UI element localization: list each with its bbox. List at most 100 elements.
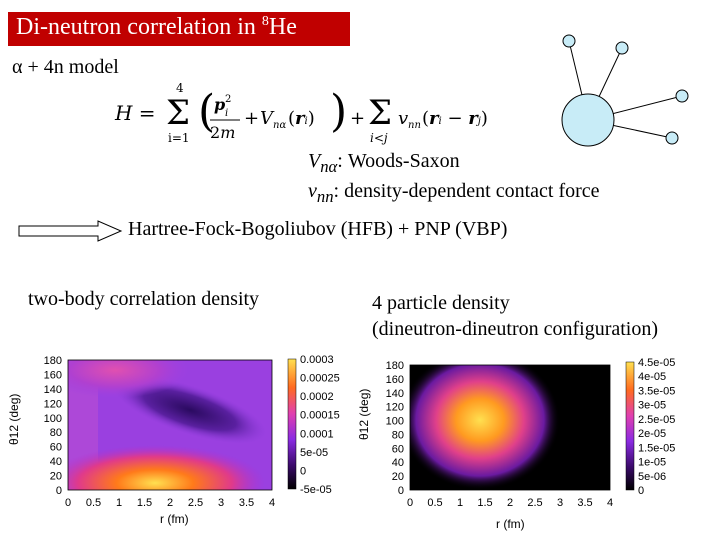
neutron-icon <box>675 89 689 103</box>
colorbar-tick-label: 5e-05 <box>300 447 328 459</box>
colorbar-tick-label: 4.5e-05 <box>638 357 675 369</box>
x-tick-label: 0 <box>65 497 71 509</box>
x-tick-label: 4 <box>269 497 275 509</box>
svg-text:(ri − rj): (ri − rj) <box>422 108 488 129</box>
colorbar <box>287 358 297 490</box>
x-tick-label: 2 <box>167 497 173 509</box>
y-tick-label: 60 <box>50 442 62 454</box>
y-tick-label: 160 <box>44 369 62 381</box>
y-axis-label: θ12 (deg) <box>7 394 21 445</box>
colorbar-tick-label: 4e-05 <box>638 371 666 383</box>
x-tick-label: 1 <box>116 497 122 509</box>
hamiltonian-lhs: H = <box>114 101 156 125</box>
x-tick-label: 1 <box>457 497 463 509</box>
x-tick-label: 1.5 <box>477 497 492 509</box>
svg-text:v: v <box>398 108 408 129</box>
left-plot-label: two-body correlation density <box>28 288 260 310</box>
svg-text:Σ: Σ <box>368 93 392 133</box>
x-tick-label: 2.5 <box>527 497 542 509</box>
y-tick-label: 180 <box>386 360 404 372</box>
x-tick-label: 3.5 <box>577 497 592 509</box>
x-axis-label: r (fm) <box>496 517 525 531</box>
colorbar-tick-label: 0.0001 <box>300 428 334 440</box>
y-tick-label: 160 <box>386 374 404 386</box>
svg-text:(: ( <box>198 86 215 137</box>
y-tick-label: 80 <box>50 427 62 439</box>
y-tick-label: 60 <box>392 443 404 455</box>
y-tick-label: 40 <box>392 457 404 469</box>
slide-title: Di-neutron correlation in 8He <box>16 14 297 40</box>
y-tick-label: 40 <box>50 456 62 468</box>
svg-text:2m: 2m <box>210 123 235 142</box>
colorbar-tick-label: 3.5e-05 <box>638 385 675 397</box>
svg-text:(ri): (ri) <box>288 108 315 129</box>
svg-text:+: + <box>350 108 365 129</box>
neutron-icon <box>665 131 679 145</box>
neutron-icon <box>562 34 576 48</box>
particle-density-chart: 0 0.5 1 1.5 2 2.5 3 3.5 402040608010012014016018… <box>358 357 675 531</box>
svg-text:): ) <box>330 86 347 137</box>
colorbar-tick-label: 3e-05 <box>638 400 666 412</box>
colorbar-tick-label: 0 <box>300 465 306 477</box>
y-axis-label: θ12 (deg) <box>358 389 371 440</box>
arrow-icon <box>18 220 123 242</box>
y-tick-label: 80 <box>392 429 404 441</box>
x-tick-label: 4 <box>607 497 613 509</box>
colorbar-tick-label: 1e-05 <box>638 457 666 469</box>
neutron-icon <box>615 41 629 55</box>
y-tick-label: 0 <box>56 485 62 497</box>
colorbar-tick-label: 2e-05 <box>638 428 666 440</box>
y-tick-label: 140 <box>386 388 404 400</box>
x-tick-label: 2 <box>507 497 513 509</box>
svg-text:nn: nn <box>408 120 421 131</box>
alpha-core-icon <box>561 93 615 147</box>
x-tick-label: 3 <box>557 497 563 509</box>
nucleus-diagram <box>561 34 689 147</box>
colorbar-tick-label: 0 <box>638 485 644 497</box>
hamiltonian-equation: H = 4 Σ i=1 ( p 2 i 2m + V nα (ri) ) + Σ… <box>114 81 488 145</box>
svg-text:2: 2 <box>225 94 231 105</box>
x-tick-label: 2.5 <box>188 497 203 509</box>
colorbar-tick-label: 0.0003 <box>300 354 334 366</box>
colorbar-tick-label: 1.5e-05 <box>638 442 675 454</box>
title-banner <box>8 12 350 46</box>
y-tick-label: 20 <box>392 471 404 483</box>
x-tick-label: 3 <box>218 497 224 509</box>
x-tick-label: 0.5 <box>427 497 442 509</box>
x-tick-label: 0 <box>407 497 413 509</box>
correlation-density-chart: 0 0.5 1 1.5 2 2.5 3 3.5 402040608010012014016018… <box>7 354 340 526</box>
y-tick-label: 100 <box>386 416 404 428</box>
svg-text:i: i <box>225 108 228 119</box>
y-tick-label: 20 <box>50 471 62 483</box>
svg-text:p: p <box>214 95 225 114</box>
y-tick-label: 140 <box>44 384 62 396</box>
svg-text:V: V <box>260 108 275 129</box>
x-tick-label: 0.5 <box>86 497 101 509</box>
x-tick-label: 1.5 <box>137 497 152 509</box>
x-tick-label: 3.5 <box>239 497 254 509</box>
y-tick-label: 0 <box>398 485 404 497</box>
method-label: Hartree-Fock-Bogoliubov (HFB) + PNP (VBP… <box>128 218 508 240</box>
y-tick-label: 120 <box>44 398 62 410</box>
vna-description: Vnα: Woods-Saxon <box>308 150 460 176</box>
colorbar <box>625 361 635 491</box>
colorbar-tick-label: 0.0002 <box>300 391 334 403</box>
y-tick-label: 120 <box>386 402 404 414</box>
colorbar-tick-label: 0.00015 <box>300 410 340 422</box>
colorbar-tick-label: 2.5e-05 <box>638 414 675 426</box>
x-axis-label: r (fm) <box>160 512 189 526</box>
colorbar-tick-label: 5e-06 <box>638 471 666 483</box>
svg-text:+: + <box>244 108 259 129</box>
y-tick-label: 180 <box>44 355 62 367</box>
y-tick-label: 100 <box>44 413 62 425</box>
right-plot-label: 4 particle density (dineutron-dineutron … <box>372 292 659 340</box>
svg-text:nα: nα <box>273 120 286 131</box>
sum2-lower-limit: i<j <box>370 131 388 145</box>
colorbar-tick-label: 0.00025 <box>300 373 340 385</box>
colorbar-tick-label: -5e-05 <box>300 484 332 496</box>
vnn-description: vnn: density-dependent contact force <box>308 180 600 206</box>
sum-lower-limit: i=1 <box>168 131 190 145</box>
svg-text:Σ: Σ <box>166 93 190 133</box>
sum-upper-limit: 4 <box>176 81 184 95</box>
model-label: α + 4n model <box>12 56 119 78</box>
